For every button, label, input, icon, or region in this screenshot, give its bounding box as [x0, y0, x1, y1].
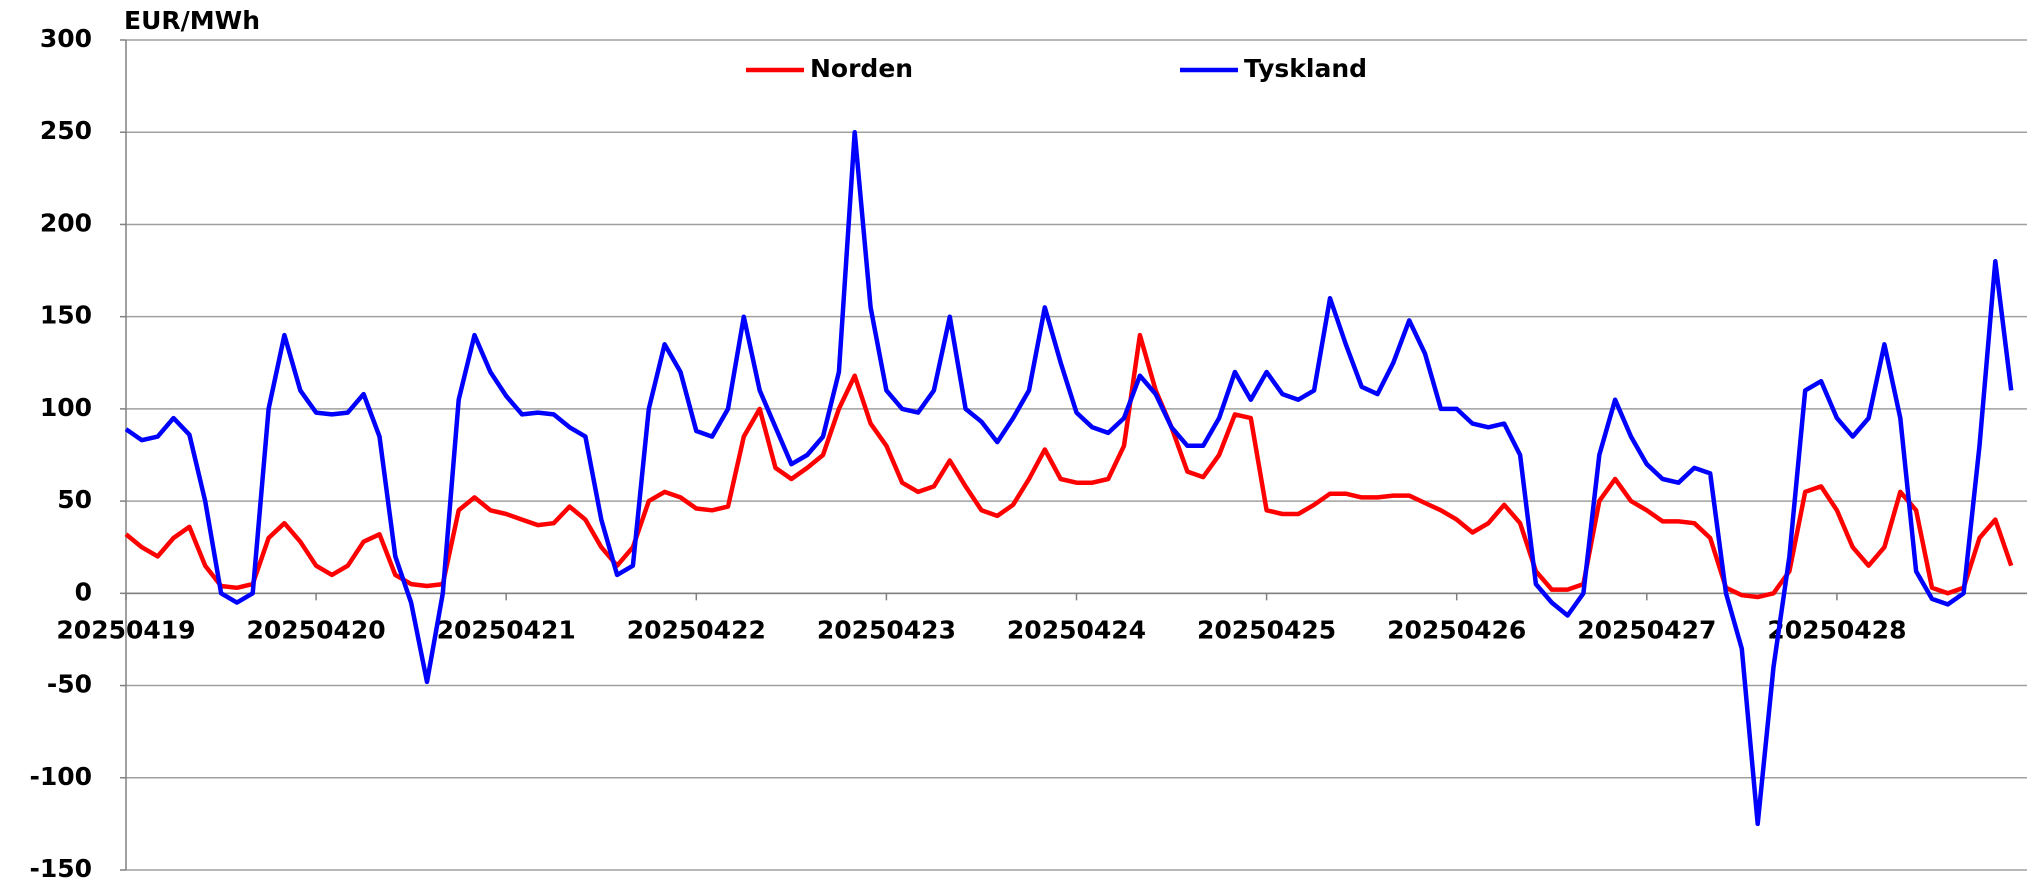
x-tick-label: 20250427	[1577, 615, 1716, 644]
x-tick-label: 20250424	[1007, 615, 1146, 644]
y-tick-label: 50	[57, 485, 92, 514]
y-tick-label: 300	[40, 24, 92, 53]
x-tick-label: 20250428	[1767, 615, 1906, 644]
series-line	[124, 332, 2014, 600]
y-tick-label: -100	[29, 762, 92, 791]
y-axis-label: EUR/MWh	[124, 6, 260, 35]
y-tick-label: 250	[40, 116, 92, 145]
legend-label: Norden	[810, 54, 913, 83]
y-tick-label: 100	[40, 393, 92, 422]
x-tick-label: 20250425	[1197, 615, 1336, 644]
x-tick-label: 20250419	[56, 615, 195, 644]
x-tick-label: 20250421	[437, 615, 576, 644]
series-line	[124, 129, 2014, 827]
x-tick-label: 20250422	[627, 615, 766, 644]
x-tick-label: 20250426	[1387, 615, 1526, 644]
y-tick-label: -50	[47, 670, 92, 699]
y-tick-label: -150	[29, 854, 92, 883]
legend-label: Tyskland	[1244, 54, 1367, 83]
y-tick-label: 200	[40, 208, 92, 237]
x-tick-label: 20250420	[247, 615, 386, 644]
y-tick-label: 0	[75, 577, 92, 606]
y-tick-label: 150	[40, 301, 92, 330]
x-tick-label: 20250423	[817, 615, 956, 644]
